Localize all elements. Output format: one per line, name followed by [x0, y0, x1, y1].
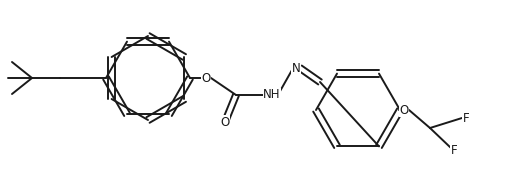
Text: N: N [292, 61, 300, 74]
Text: NH: NH [263, 88, 281, 101]
Text: F: F [463, 112, 469, 125]
Text: O: O [399, 104, 408, 117]
Text: F: F [451, 144, 457, 157]
Text: O: O [201, 72, 211, 85]
Text: O: O [220, 115, 230, 128]
